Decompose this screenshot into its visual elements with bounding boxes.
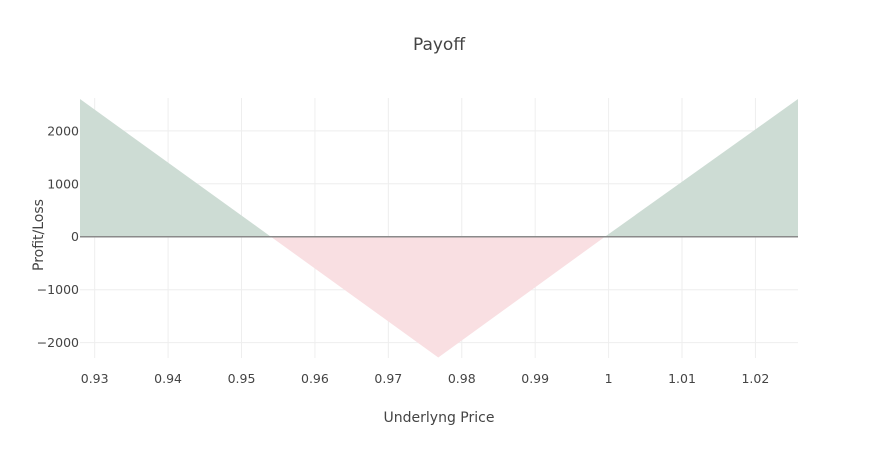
- y-tick-label: −1000: [37, 282, 79, 297]
- profit-area: [604, 99, 798, 237]
- x-tick-label: 0.94: [154, 371, 182, 386]
- x-tick-label: 0.93: [81, 371, 109, 386]
- loss-area: [270, 236, 605, 358]
- x-tick-label: 1.02: [741, 371, 769, 386]
- y-tick-label: 2000: [47, 123, 79, 138]
- profit-area: [80, 99, 271, 237]
- x-tick-label: 1: [605, 371, 613, 386]
- x-tick-label: 0.96: [301, 371, 329, 386]
- y-tick-label: −2000: [37, 335, 79, 350]
- x-tick-label: 0.97: [374, 371, 402, 386]
- area-layer: [80, 99, 798, 358]
- x-tick-label: 0.99: [521, 371, 549, 386]
- x-tick-label: 0.95: [228, 371, 256, 386]
- y-tick-labels: −2000 −1000 0 1000 2000: [37, 123, 79, 350]
- y-tick-label: 1000: [47, 176, 79, 191]
- x-tick-label: 0.98: [448, 371, 476, 386]
- y-tick-label: 0: [71, 229, 79, 244]
- chart-title: Payoff: [413, 35, 466, 55]
- x-axis-label: Underlyng Price: [384, 410, 495, 426]
- y-axis-label: Profit/Loss: [31, 199, 47, 271]
- x-tick-labels: 0.93 0.94 0.95 0.96 0.97 0.98 0.99 1 1.01 1.02: [81, 371, 770, 386]
- x-tick-label: 1.01: [668, 371, 696, 386]
